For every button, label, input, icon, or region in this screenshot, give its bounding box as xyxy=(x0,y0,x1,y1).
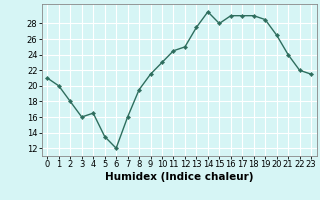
X-axis label: Humidex (Indice chaleur): Humidex (Indice chaleur) xyxy=(105,172,253,182)
